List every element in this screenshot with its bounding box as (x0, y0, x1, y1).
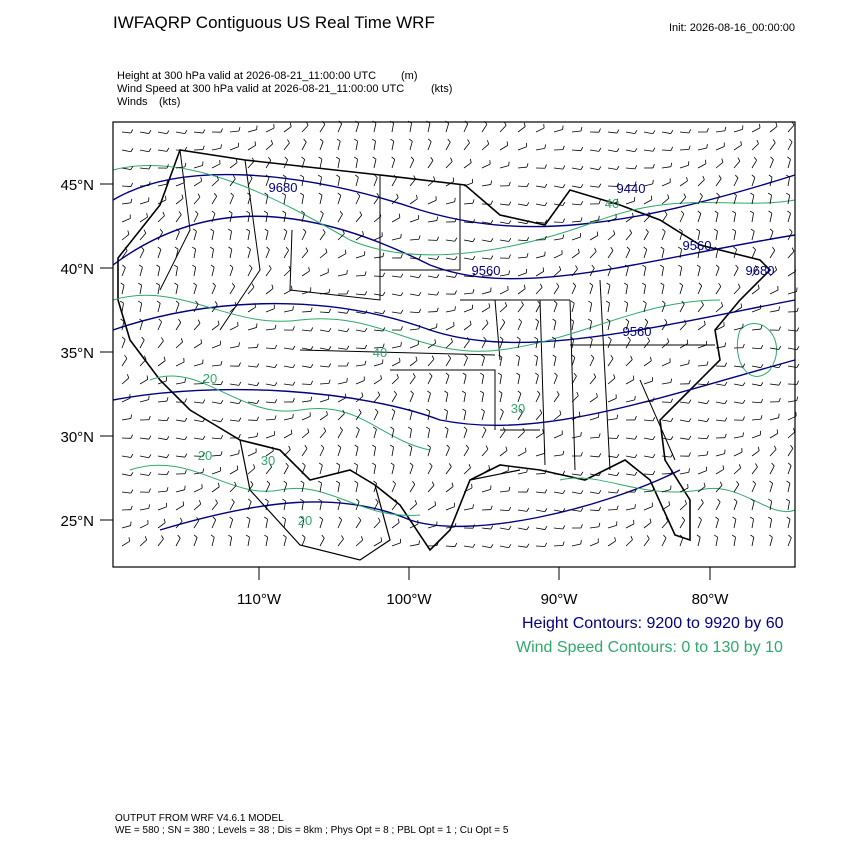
wind-barb-flag (633, 376, 634, 380)
wind-barb (536, 473, 545, 474)
wind-barb-flag (399, 214, 400, 218)
footer-settings: WE = 580 ; SN = 380 ; Levels = 38 ; Dis … (115, 825, 509, 836)
title: IWFAQRP Contiguous US Real Time WRF (113, 13, 435, 32)
wind-barb-flag (653, 180, 654, 184)
wind-barb-flag (579, 412, 580, 416)
wind-barb-flag (401, 234, 402, 238)
field-3: Winds (117, 96, 148, 108)
wind-barb (536, 546, 545, 547)
lat-label: 25°N (60, 513, 94, 530)
lon-label: 80°W (692, 591, 730, 608)
height-contour-label: 9440 (617, 181, 646, 196)
lat-label: 45°N (60, 177, 94, 194)
lon-label: 100°W (386, 591, 432, 608)
field-2: Wind Speed at 300 hPa valid at 2026-08-2… (117, 83, 404, 95)
init: Init: 2026-08-16_00:00:00 (669, 22, 795, 34)
height-contour-label: 9680 (746, 263, 775, 278)
speed-contour-label: 40 (605, 196, 619, 211)
wind-barb-flag (291, 430, 292, 434)
lat-label: 30°N (60, 429, 94, 446)
speed-contour-label: 40 (373, 345, 387, 360)
height-contour-label: 9560 (683, 238, 712, 253)
wind-barb-flag (635, 396, 636, 400)
field-1-units: (m) (401, 70, 418, 82)
field-1: Height at 300 hPa valid at 2026-08-21_11… (117, 70, 376, 82)
wind-barb (140, 185, 149, 186)
lon-label: 90°W (541, 591, 579, 608)
wind-barb (122, 186, 131, 187)
wind-barb (302, 311, 311, 312)
field-3-units: (kts) (159, 96, 180, 108)
height-legend: Height Contours: 9200 to 9920 by 60 (522, 615, 784, 632)
wind-barb-flag (293, 414, 294, 418)
speed-contour-label: 30 (511, 401, 525, 416)
lon-label: 110°W (237, 591, 282, 608)
height-contour-label: 9560 (623, 324, 652, 339)
wind-barb-flag (651, 196, 652, 200)
height-contour-label: 9560 (472, 263, 501, 278)
speed-contour-label: 20 (203, 371, 217, 386)
wind-barb-flag (345, 250, 346, 254)
speed-contour-label: 30 (261, 453, 275, 468)
height-contour-label: 9680 (269, 180, 298, 195)
wind-barb (320, 312, 329, 313)
footer-model: OUTPUT FROM WRF V4.6.1 MODEL (115, 813, 284, 824)
field-2-units: (kts) (431, 83, 452, 95)
speed-contour-label: 20 (198, 448, 212, 463)
speed-contour-label: 20 (298, 513, 312, 528)
lat-label: 40°N (60, 261, 94, 278)
wind-barb (608, 509, 617, 510)
wind-barb (554, 474, 563, 475)
wind-legend: Wind Speed Contours: 0 to 130 by 10 (516, 639, 783, 656)
lat-label: 35°N (60, 345, 94, 362)
